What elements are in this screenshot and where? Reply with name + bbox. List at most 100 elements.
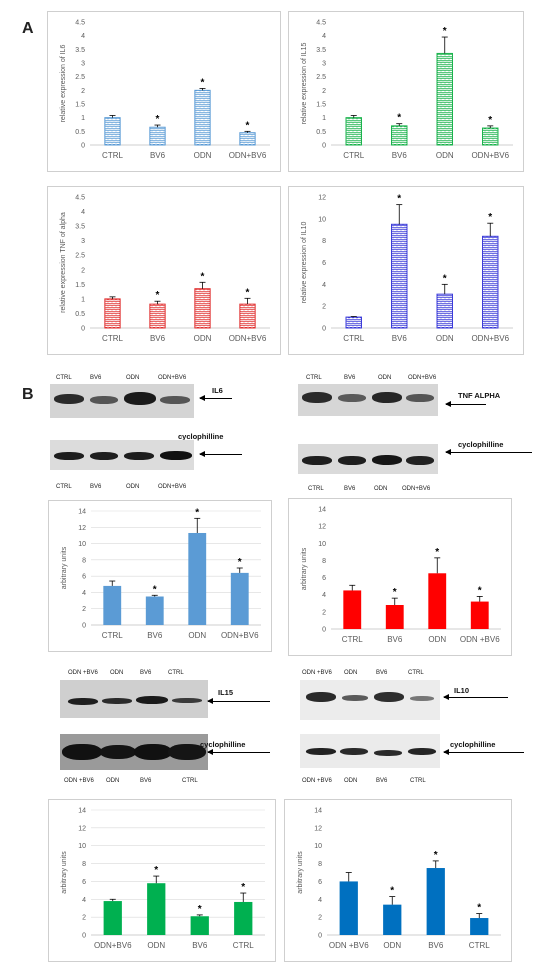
significance-star: * <box>488 115 492 126</box>
y-tick-label: 0 <box>322 627 326 634</box>
blot-il10: ODN +BV6 ODN BV6 CTRL IL10 cyclophilline… <box>300 668 530 790</box>
y-tick-label: 12 <box>314 825 322 832</box>
arrow-icon <box>207 749 270 755</box>
blot-tnf-alpha: CTRL BV6 ODN ODN+BV6 TNF ALPHA cyclophil… <box>298 372 532 494</box>
lane-label: ODN+BV6 <box>158 375 187 381</box>
y-tick-label: 6 <box>322 260 326 267</box>
y-tick-label: 0.5 <box>75 311 85 318</box>
chart-b-il6: 0 2 4 6 8 10 12 14 arbitrary units CTRL * BV6 * ODN * O… <box>48 500 272 652</box>
bar <box>482 235 499 329</box>
lane-label: CTRL <box>410 778 426 784</box>
x-tick-label: CTRL <box>342 635 363 644</box>
bar <box>343 590 362 629</box>
lane-label: ODN <box>344 670 358 676</box>
bar <box>391 125 408 146</box>
x-tick-label: ODN <box>436 334 454 343</box>
x-tick-label: ODN+BV6 <box>471 151 509 160</box>
bar <box>436 52 453 146</box>
y-tick-label: 2 <box>322 88 326 95</box>
x-tick-label: CTRL <box>102 631 123 640</box>
y-tick-label: 8 <box>82 557 86 564</box>
y-tick-label: 0 <box>82 933 86 940</box>
y-tick-label: 8 <box>318 861 322 868</box>
panel-label-b: B <box>22 386 34 403</box>
y-tick-label: 2.5 <box>75 74 85 81</box>
x-tick-label: BV6 <box>150 151 166 160</box>
il6-blot-strip <box>50 384 194 418</box>
lane-label: CTRL <box>408 670 424 676</box>
lane-label: ODN <box>344 778 358 784</box>
bar <box>149 126 166 146</box>
arrow-icon <box>443 749 524 755</box>
loading-control-label: cyclophilline <box>450 740 496 749</box>
bar <box>190 916 209 935</box>
y-tick-label: 6 <box>82 879 86 886</box>
bar <box>345 117 362 146</box>
chart-b-tnf-alpha: 0 2 4 6 8 10 12 14 arbitrary units CTRL * BV6 * ODN * O… <box>288 498 512 656</box>
bar <box>383 904 402 935</box>
x-tick-label: BV6 <box>147 631 163 640</box>
lane-label: CTRL <box>56 375 72 381</box>
loading-control-label: cyclophilline <box>178 432 224 441</box>
y-tick-label: 2 <box>82 915 86 922</box>
bar <box>188 532 207 625</box>
y-tick-label: 10 <box>78 843 86 850</box>
x-tick-label: ODN+BV6 <box>221 631 259 640</box>
lane-label: ODN +BV6 <box>68 670 98 676</box>
x-tick-label: BV6 <box>192 941 208 950</box>
y-tick-label: 2 <box>322 304 326 311</box>
x-tick-label: ODN+BV6 <box>229 334 267 343</box>
y-tick-label: 10 <box>318 541 326 548</box>
arrow-icon <box>199 395 232 401</box>
y-tick-label: 4 <box>322 592 326 599</box>
y-tick-label: 0 <box>322 326 326 333</box>
significance-star: * <box>246 287 250 298</box>
lane-label: ODN+BV6 <box>158 484 187 490</box>
y-tick-label: 8 <box>82 861 86 868</box>
y-tick-label: 0 <box>318 933 322 940</box>
y-tick-label: 1.5 <box>75 282 85 289</box>
lane-label: BV6 <box>376 778 388 784</box>
significance-star: * <box>488 212 492 223</box>
y-tick-label: 12 <box>318 524 326 531</box>
y-tick-label: 14 <box>314 808 322 815</box>
il10-target-label: IL10 <box>454 686 470 695</box>
x-tick-label: BV6 <box>428 941 444 950</box>
bar <box>482 127 499 146</box>
y-tick-label: 2 <box>82 606 86 613</box>
bar <box>339 881 358 935</box>
chart-b-il10: 0 2 4 6 8 10 12 14 arbitrary units ODN +BV6 * ODN * B… <box>284 799 512 962</box>
y-tick-label: 8 <box>322 558 326 565</box>
lane-label: CTRL <box>308 486 324 492</box>
x-tick-label: CTRL <box>343 151 364 160</box>
x-tick-label: ODN <box>147 941 165 950</box>
x-tick-label: ODN +BV6 <box>460 635 500 644</box>
arrow-icon <box>445 449 532 455</box>
panel-label-a: A <box>22 20 34 37</box>
x-tick-label: BV6 <box>392 151 408 160</box>
y-tick-label: 12 <box>78 525 86 532</box>
blot-il6: CTRL BV6 ODN ODN+BV6 IL6 cyclophilline C… <box>50 372 280 494</box>
x-tick-label: ODN+BV6 <box>94 941 132 950</box>
bar <box>239 132 256 146</box>
significance-star: * <box>393 587 397 598</box>
y-tick-label: 1 <box>81 296 85 303</box>
bar <box>436 293 453 329</box>
il6-target-label: IL6 <box>212 386 223 395</box>
x-tick-label: BV6 <box>150 334 166 343</box>
il6-loading-strip <box>50 440 194 470</box>
x-tick-label: ODN <box>194 151 212 160</box>
lane-label: BV6 <box>344 486 356 492</box>
y-tick-label: 2.5 <box>316 74 326 81</box>
lane-label: ODN <box>126 484 140 490</box>
y-tick-label: 0 <box>82 623 86 630</box>
lane-label: ODN +BV6 <box>64 778 94 784</box>
significance-star: * <box>201 77 205 88</box>
bar <box>470 918 489 935</box>
y-tick-label: 1 <box>322 115 326 122</box>
chart-a-tnf-alpha: 0 0.5 1 1.5 2 2.5 3 3.5 4 4.5 relative expression … <box>47 186 281 355</box>
y-axis-label: arbitrary units <box>297 851 304 894</box>
y-tick-label: 2 <box>318 915 322 922</box>
lane-label: ODN <box>374 486 388 492</box>
lane-label: ODN <box>126 375 140 381</box>
